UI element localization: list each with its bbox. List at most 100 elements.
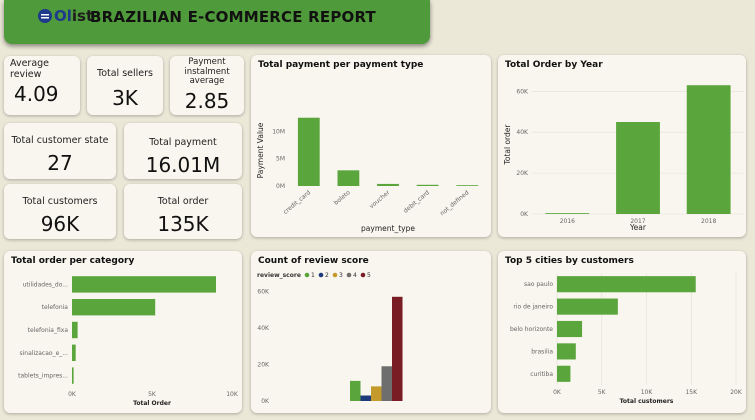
x-tick-label: 5K <box>598 389 607 396</box>
kpi-label: Total customers <box>22 196 98 207</box>
y-tick-label: sinalizacao_e_... <box>20 350 69 357</box>
chart-title: Top 5 cities by customers <box>505 256 634 266</box>
x-tick-label: 10K <box>641 389 654 396</box>
kpi-label: Payment instalment average <box>184 57 230 86</box>
x-tick-label: debit_card <box>402 189 431 215</box>
x-tick-label: 2018 <box>701 218 716 225</box>
kpi-label: Total payment <box>149 137 217 148</box>
bar-2018 <box>686 85 731 215</box>
kpi-label: Total order <box>157 196 209 207</box>
kpi-total-sellers: Total sellers 3K <box>87 56 163 115</box>
legend-marker-5 <box>360 272 366 278</box>
x-tick-label: 2016 <box>560 218 575 225</box>
bar-rio-de-janeiro <box>557 298 618 315</box>
kpi-value: 2.85 <box>184 89 230 113</box>
bar-credit-card <box>297 117 320 186</box>
legend-marker-4 <box>346 272 352 278</box>
legend-label-2: 2 <box>325 272 329 279</box>
y-tick-label: 10M <box>272 128 285 135</box>
kpi-total-payment: Total payment 16.01M <box>124 123 242 179</box>
bar-telefonia-fixa <box>72 321 78 339</box>
kpi-instalment-average: Payment instalment average 2.85 <box>170 56 244 115</box>
olist-wordmark-prefix: Ol <box>54 7 72 25</box>
y-tick-label: 0K <box>520 211 529 218</box>
kpi-total-customers: Total customers 96K <box>4 184 116 239</box>
legend-label-4: 4 <box>353 272 357 279</box>
x-tick-label: 0K <box>68 391 77 398</box>
y-tick-label: 60K <box>516 88 529 95</box>
x-tick-label: 0K <box>553 389 562 396</box>
y-tick-label: 20K <box>516 170 529 177</box>
olist-wordmark-suffix: ist <box>71 7 94 25</box>
bar-telefonia <box>72 298 156 316</box>
bar-review-3 <box>371 386 382 401</box>
y-tick-label: 20K <box>257 361 270 368</box>
y-axis-title: Total order <box>503 124 512 166</box>
report-title: BRAZILIAN E-COMMERCE REPORT <box>90 8 376 26</box>
bar-utilidades-do--- <box>72 276 216 293</box>
bar-voucher <box>377 183 399 186</box>
y-tick-label: 0M <box>276 183 285 190</box>
y-tick-label: rio de janeiro <box>513 304 553 311</box>
x-tick-label: boleto <box>333 189 352 207</box>
bar-review-4 <box>381 366 392 401</box>
bar-tablets-impres--- <box>72 367 74 384</box>
kpi-value: 16.01M <box>145 153 221 177</box>
kpi-average-review: Average review 4.09 <box>4 56 80 115</box>
chart-title: Total order per category <box>11 256 135 266</box>
kpi-value: 3K <box>112 86 138 110</box>
x-axis-title: Total customers <box>620 398 674 405</box>
y-tick-label: brasilia <box>531 348 553 355</box>
olist-logo-icon <box>38 9 52 23</box>
bar-brasilia <box>557 343 576 360</box>
y-tick-label: belo horizonte <box>510 326 553 333</box>
x-tick-label: 10K <box>226 391 239 398</box>
chart-cities: sao paulo rio de janeiro belo horizonte bra… <box>510 273 743 405</box>
legend-label-1: 1 <box>311 272 315 279</box>
bar-sao-paulo <box>557 276 696 293</box>
x-tick-label: 5K <box>148 391 157 398</box>
y-tick-label: curitiba <box>530 371 553 378</box>
legend-label-5: 5 <box>367 272 371 279</box>
chart-category: utilidades_do... telefonia telefonia_fixas… <box>18 276 239 407</box>
kpi-value: 27 <box>47 151 73 175</box>
kpi-value: 135K <box>157 212 209 236</box>
bar-2017 <box>616 122 660 214</box>
x-tick-label: credit_card <box>282 189 312 216</box>
kpi-customer-state: Total customer state 27 <box>4 123 116 179</box>
y-tick-label: tablets_impres... <box>18 373 68 380</box>
chart-title: Count of review score <box>258 256 369 266</box>
chart-card-category: Total order per category utilidades_do..… <box>4 251 242 413</box>
chart-title: Total payment per payment type <box>258 60 424 70</box>
chart-review: 0K 20K 40K 60K review_score 1 2 3 4 5 <box>257 272 403 405</box>
y-tick-label: 60K <box>257 288 270 295</box>
y-tick-label: telefonia_fixa <box>28 327 69 334</box>
bar-review-2 <box>360 395 371 401</box>
chart-by-year: 0K 20K 40K 60K 2016 2017 2018 Year Total order <box>503 85 744 232</box>
olist-wordmark: Olist <box>54 7 93 25</box>
x-tick-label: not_defined <box>439 189 471 217</box>
chart-card-cities: Top 5 cities by customers sao paulo rio d… <box>498 251 746 413</box>
chart-card-payment: Total payment per payment type 0M 5M 10M cr… <box>251 55 491 237</box>
report-banner: Olist BRAZILIAN E-COMMERCE REPORT <box>4 0 430 44</box>
bar-boleto <box>337 170 360 186</box>
bar-debit-card <box>416 184 439 186</box>
kpi-value: 96K <box>40 212 80 236</box>
y-tick-label: 5M <box>276 156 285 163</box>
x-axis-title: Total Order <box>133 400 171 407</box>
chart-card-review: Count of review score 0K 20K 40K 60K review_… <box>251 251 491 413</box>
y-tick-label: 0K <box>261 398 270 405</box>
y-tick-label: utilidades_do... <box>23 281 68 288</box>
legend-marker-1 <box>304 272 310 278</box>
chart-card-by-year: Total Order by Year 0K 20K 40K 60K 2016 2017 2… <box>498 55 746 237</box>
chart-payment: 0M 5M 10M credit_card boleto voucher debit_car… <box>256 117 479 233</box>
x-axis-title: Year <box>629 223 647 232</box>
bar-review-1 <box>350 380 361 401</box>
legend-marker-2 <box>318 272 324 278</box>
x-tick-label: voucher <box>368 189 392 210</box>
bar-curitiba <box>557 365 571 382</box>
chart-title: Total Order by Year <box>505 60 603 70</box>
y-tick-label: 40K <box>516 129 529 136</box>
bar-not-defined <box>456 185 479 186</box>
kpi-label: Average review <box>10 58 50 80</box>
